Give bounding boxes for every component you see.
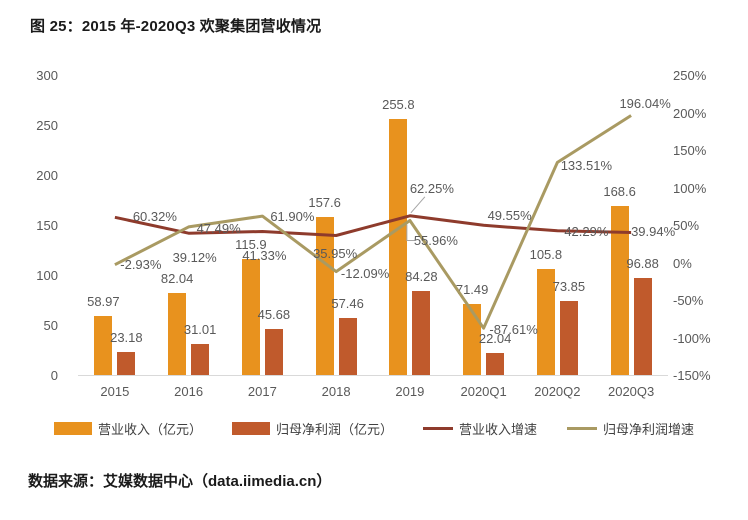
left-axis-tick: 200 (36, 168, 58, 183)
revenue-growth-line-swatch (423, 427, 453, 430)
left-axis-tick: 100 (36, 268, 58, 283)
right-axis-tick: 250% (673, 68, 707, 83)
x-axis-baseline (78, 375, 668, 376)
legend-item-profit-bar: 归母净利润（亿元） (231, 419, 393, 438)
revenue-bar-value: 255.8 (382, 97, 415, 113)
revenue-bar-value: 82.04 (160, 270, 194, 286)
profit-bar (191, 343, 210, 375)
right-axis-tick: -50% (673, 293, 704, 308)
label-leader-line (410, 196, 426, 214)
revenue-bar-value: 168.6 (603, 184, 636, 200)
x-axis-label: 2020Q3 (607, 384, 655, 399)
revenue-growth-value: 39.94% (631, 223, 676, 239)
x-axis-label: 2019 (395, 384, 425, 399)
revenue-bar-swatch (53, 422, 92, 435)
profit-bar (412, 290, 431, 375)
profit-growth-value: 196.04% (619, 96, 671, 112)
profit-bar (338, 317, 357, 375)
profit-bar-value: 45.68 (257, 307, 291, 323)
legend-label: 营业收入增速 (459, 422, 538, 437)
profit-bar-value: 84.28 (405, 268, 438, 284)
revenue-growth-value: 60.32% (132, 209, 177, 225)
x-axis-label: 2016 (174, 384, 204, 399)
left-axis-tick: 250 (36, 118, 58, 133)
right-axis-tick: 200% (673, 105, 707, 121)
legend-item-revenue-growth-line: 营业收入增速 (423, 419, 537, 438)
profit-growth-value: 55.96% (413, 232, 458, 248)
profit-growth-value: 47.49% (196, 220, 241, 236)
revenue-growth-value: 41.33% (242, 247, 287, 263)
chart-title: 图 25：2015 年-2020Q3 欢聚集团营收情况 (30, 18, 322, 35)
legend-label: 归母净利润增速 (603, 422, 695, 437)
profit-bar-value: 73.85 (552, 279, 586, 295)
profit-bar-value: 31.01 (183, 321, 217, 337)
legend-label: 营业收入（亿元） (97, 422, 202, 437)
profit-bar (264, 329, 283, 375)
right-axis-tick: 50% (673, 218, 700, 233)
right-axis-tick: 150% (673, 143, 707, 158)
right-axis-tick: -150% (673, 368, 711, 383)
left-axis-tick: 150 (36, 218, 58, 233)
revenue-bar-value: 58.97 (87, 294, 120, 310)
revenue-growth-value: 39.12% (172, 250, 217, 266)
revenue-growth-value: 42.29% (564, 223, 609, 239)
left-axis-tick: 50 (43, 318, 58, 333)
revenue-growth-value: 62.25% (409, 180, 454, 196)
profit-bar (117, 351, 136, 375)
x-axis-label: 2020Q1 (460, 384, 507, 399)
profit-bar-value: 57.46 (331, 295, 364, 311)
right-axis-tick: 0% (673, 255, 692, 271)
x-axis-label: 2018 (321, 384, 351, 399)
left-axis-tick: 300 (36, 68, 58, 83)
profit-bar-value: 96.88 (626, 256, 659, 272)
profit-growth-line-swatch (567, 427, 598, 430)
x-axis-label: 2015 (100, 384, 130, 399)
x-axis-label: 2017 (247, 384, 277, 399)
revenue-bar-value: 105.8 (529, 247, 563, 263)
revenue-growth-value: 49.55% (487, 208, 532, 224)
profit-growth-value: -87.61% (489, 322, 538, 338)
profit-growth-value: -12.09% (340, 265, 390, 281)
profit-bar (559, 301, 578, 375)
chart-legend: 营业收入（亿元） 归母净利润（亿元） 营业收入增速 归母净利润增速 (0, 419, 748, 438)
revenue-growth-value: 35.95% (313, 245, 358, 261)
profit-bar (633, 278, 652, 375)
profit-bar-swatch (231, 422, 270, 435)
profit-bar-value: 22.04 (478, 330, 512, 346)
profit-growth-value: -2.93% (120, 256, 162, 272)
legend-label: 归母净利润（亿元） (275, 422, 393, 437)
profit-growth-value: 61.90% (270, 209, 315, 225)
x-axis-label: 2020Q2 (534, 384, 581, 399)
profit-bar (486, 352, 505, 375)
legend-item-revenue-bar: 营业收入（亿元） (53, 419, 202, 438)
left-axis-tick: 0 (50, 368, 58, 383)
profit-bar-value: 23.18 (110, 329, 143, 345)
revenue-bar-value: 71.49 (455, 281, 489, 297)
right-axis-tick: -100% (673, 330, 711, 346)
profit-growth-value: 133.51% (560, 158, 613, 174)
data-source-note: 数据来源：艾媒数据中心（data.iimedia.cn） (28, 473, 332, 490)
revenue-bar (94, 316, 113, 375)
legend-item-profit-growth-line: 归母净利润增速 (567, 419, 694, 438)
right-axis-tick: 100% (673, 180, 707, 196)
